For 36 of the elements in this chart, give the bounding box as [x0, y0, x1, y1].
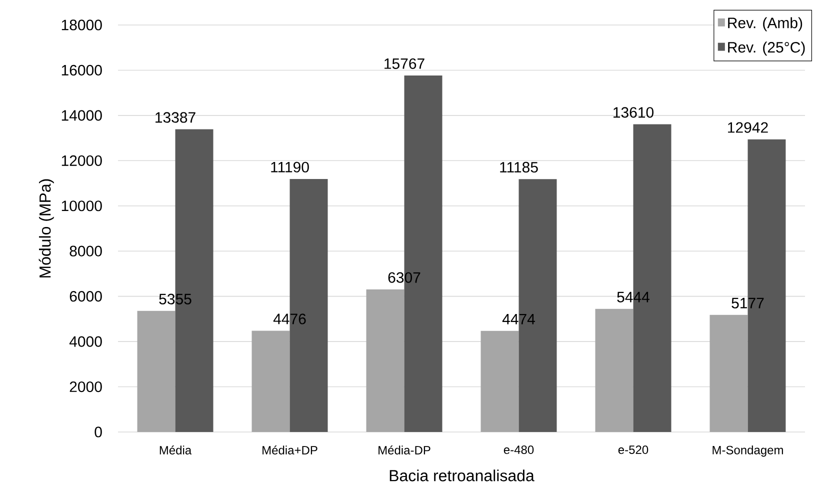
- bar: [252, 330, 290, 432]
- data-label: 5177: [732, 298, 764, 308]
- data-label: 5355: [159, 294, 192, 304]
- bar: [137, 310, 176, 432]
- x-tick-label: e-520: [618, 446, 648, 454]
- data-label: 11185: [500, 162, 538, 173]
- bar: [710, 314, 748, 432]
- y-tick-label: 12000: [62, 155, 102, 166]
- x-tick-label: e-480: [504, 446, 534, 454]
- y-tick-label: 14000: [62, 110, 102, 121]
- y-tick-label: 8000: [70, 246, 102, 256]
- y-axis-title: Módulo (MPa): [38, 179, 54, 278]
- y-tick-label: 10000: [62, 200, 102, 212]
- y-tick-label: 16000: [62, 64, 102, 76]
- data-label: 13610: [614, 107, 654, 118]
- data-label: 12942: [728, 122, 768, 133]
- data-label: 6307: [388, 272, 420, 283]
- data-label: 11190: [271, 162, 309, 172]
- x-tick-label: Média+DP: [262, 446, 318, 454]
- data-label: 13387: [156, 112, 196, 123]
- legend-label: Rev. (Amb): [728, 17, 802, 32]
- data-label: 15767: [384, 58, 424, 69]
- y-tick-label: 4000: [69, 336, 102, 347]
- y-tick-label: 6000: [70, 291, 102, 302]
- x-axis-title: Bacia retroanalisada: [390, 470, 534, 482]
- x-tick-label: M-Sondagem: [712, 446, 783, 457]
- legend-label: Rev. (25°C): [728, 42, 805, 56]
- x-tick-label: Média: [160, 446, 192, 454]
- bar: [595, 308, 634, 432]
- y-tick-label: 0: [94, 426, 102, 438]
- bar: [366, 289, 404, 432]
- data-label: 5444: [617, 292, 650, 302]
- y-tick-label: 2000: [70, 381, 102, 392]
- x-tick-label: Média-DP: [378, 446, 430, 454]
- bar: [480, 330, 519, 432]
- y-tick-label: 18000: [62, 20, 102, 30]
